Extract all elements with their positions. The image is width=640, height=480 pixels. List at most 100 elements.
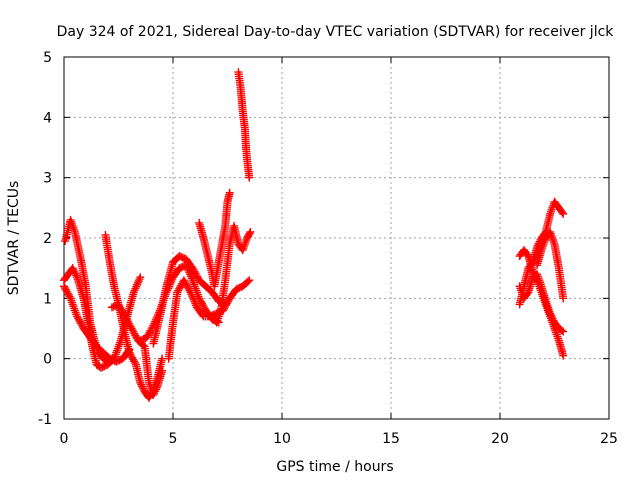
data-point [125, 348, 134, 357]
data-point [243, 277, 252, 286]
data-point [184, 284, 193, 293]
data-point [245, 276, 254, 285]
data-point [193, 272, 202, 281]
data-point [185, 286, 194, 295]
data-point [547, 313, 556, 322]
data-point [71, 269, 80, 278]
data-point [143, 331, 152, 340]
data-point [188, 264, 197, 273]
data-point [138, 382, 147, 391]
data-point [189, 265, 198, 274]
y-tick-label: 5 [43, 50, 52, 66]
data-point [145, 392, 154, 401]
data-point [142, 333, 151, 342]
data-point [173, 288, 182, 297]
data-point [245, 229, 254, 238]
data-point [130, 286, 139, 295]
data-point [221, 301, 230, 310]
data-point [130, 329, 139, 338]
data-point [176, 283, 185, 292]
y-axis-label: SDTVAR / TECUs [6, 181, 22, 296]
data-point [245, 173, 254, 182]
data-point [131, 358, 140, 367]
data-point [132, 282, 141, 291]
data-point [68, 264, 77, 273]
y-axis-ticks: -1 0 1 2 3 4 5 [38, 50, 609, 428]
data-point [192, 271, 201, 280]
data-point [225, 188, 234, 197]
data-point [559, 351, 568, 360]
data-point [72, 271, 81, 280]
data-point [146, 390, 155, 399]
data-point [133, 278, 142, 287]
data-point [557, 326, 566, 335]
x-tick-label: 10 [273, 431, 291, 447]
data-point [126, 322, 135, 331]
data-point [131, 331, 140, 340]
data-point [548, 314, 557, 323]
data-points [60, 68, 568, 402]
data-point [183, 283, 192, 292]
data-point [136, 378, 145, 387]
data-point [148, 386, 157, 395]
data-point [559, 294, 568, 303]
data-point [190, 297, 199, 306]
data-point [145, 328, 154, 337]
data-point [188, 293, 197, 302]
data-point [137, 380, 146, 389]
data-point [189, 295, 198, 304]
data-point [62, 287, 71, 296]
data-point [523, 250, 532, 259]
data-point [135, 275, 144, 284]
data-point [69, 265, 78, 274]
data-point [133, 280, 142, 289]
x-tick-label: 5 [169, 431, 178, 447]
data-point [129, 327, 138, 336]
data-point [559, 209, 568, 218]
data-point [558, 208, 567, 217]
data-point [144, 330, 153, 339]
data-point [75, 317, 84, 326]
y-tick-label: -1 [38, 412, 52, 428]
x-axis-label: GPS time / hours [276, 459, 393, 475]
data-point [145, 393, 154, 402]
data-point [127, 324, 136, 333]
y-tick-label: 3 [43, 171, 52, 187]
data-point [60, 283, 69, 292]
data-point [61, 285, 70, 294]
data-point [199, 302, 208, 311]
data-point [533, 243, 542, 252]
data-point [191, 299, 200, 308]
data-point [190, 267, 199, 276]
x-tick-label: 25 [600, 431, 618, 447]
data-point [123, 317, 132, 326]
data-point [77, 321, 86, 330]
data-point [198, 301, 207, 310]
data-point [147, 388, 156, 397]
data-point [70, 267, 79, 276]
data-point [186, 288, 195, 297]
data-point [126, 350, 135, 359]
data-point [174, 286, 183, 295]
data-point [192, 301, 201, 310]
data-point [130, 357, 139, 366]
data-point [191, 269, 200, 278]
data-point [129, 288, 138, 297]
data-point [73, 312, 82, 321]
data-point [182, 281, 191, 290]
data-point [76, 319, 85, 328]
data-point [74, 315, 83, 324]
data-point [246, 227, 255, 236]
data-point [184, 266, 193, 275]
data-point [136, 273, 145, 282]
data-point [533, 241, 542, 250]
y-tick-label: 0 [43, 352, 52, 368]
data-point [180, 277, 189, 286]
grid-lines [64, 57, 609, 419]
data-point [546, 309, 555, 318]
data-point [131, 284, 140, 293]
data-point [181, 279, 190, 288]
x-axis-ticks: 0 5 10 15 20 25 [60, 57, 618, 447]
data-point [559, 327, 568, 336]
